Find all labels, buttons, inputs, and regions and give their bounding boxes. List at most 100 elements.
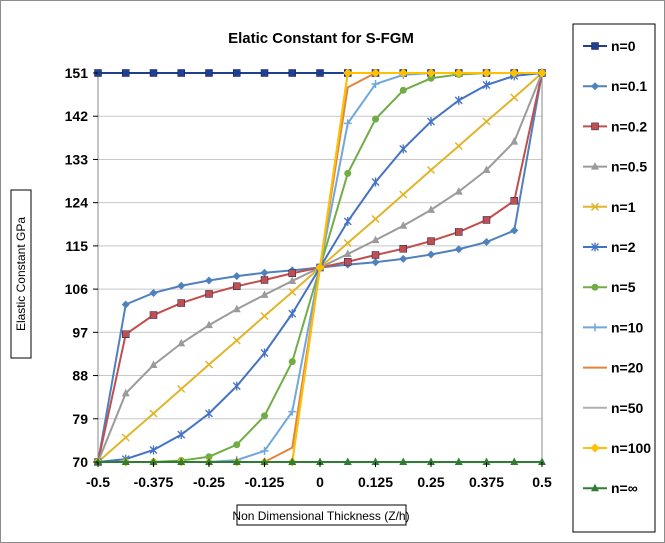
data-point: [288, 287, 297, 297]
data-point: [121, 433, 130, 442]
x-tick-label: -0.25: [193, 474, 225, 490]
legend-item: n=1: [583, 199, 636, 215]
x-tick-label: -0.125: [245, 474, 285, 490]
data-point: [205, 290, 213, 298]
x-tick-label: 0.5: [532, 474, 552, 490]
y-tick-label: 151: [65, 65, 89, 81]
data-point: [316, 457, 324, 465]
data-point: [591, 42, 599, 50]
y-axis-label-box: Elastic Constant GPa: [10, 189, 32, 359]
data-point: [591, 82, 599, 91]
data-point: [177, 384, 186, 394]
x-tick-label: 0.125: [358, 474, 393, 490]
data-point: [288, 309, 297, 319]
data-point: [122, 330, 130, 339]
data-point: [288, 358, 296, 366]
data-point: [343, 216, 352, 226]
data-point: [399, 245, 407, 253]
data-point: [481, 68, 492, 78]
y-tick-label: 97: [72, 324, 88, 340]
x-tick-label: -0.5: [86, 474, 110, 490]
data-point: [205, 457, 213, 465]
data-point: [399, 254, 408, 263]
data-point: [399, 144, 408, 154]
data-point: [205, 320, 213, 329]
data-point: [149, 69, 158, 77]
legend-item: n=100: [583, 440, 651, 456]
data-point: [427, 250, 435, 259]
data-point: [122, 69, 130, 77]
data-point: [233, 69, 241, 77]
legend-label: n=0.5: [611, 159, 647, 175]
data-point: [177, 430, 186, 440]
data-point: [205, 276, 213, 285]
x-tick-label: -0.375: [134, 474, 174, 490]
data-point: [426, 68, 436, 78]
legend-label: n=0: [611, 38, 636, 54]
data-point: [371, 235, 380, 244]
data-point: [260, 290, 269, 298]
data-point: [288, 407, 297, 416]
data-point: [316, 69, 324, 77]
legend-label: n=50: [611, 400, 644, 416]
data-point: [232, 381, 241, 391]
legend-label: n=∞: [611, 480, 638, 496]
data-point: [482, 165, 491, 174]
data-point: [371, 80, 380, 89]
data-point: [538, 457, 546, 465]
data-point: [398, 68, 408, 78]
data-point: [454, 187, 463, 195]
data-point: [232, 304, 241, 313]
data-point: [427, 237, 435, 245]
data-point: [149, 409, 158, 418]
data-point: [233, 441, 241, 449]
data-point: [149, 445, 158, 455]
legend-label: n=10: [611, 319, 644, 335]
legend-label: n=5: [611, 279, 636, 295]
data-point: [343, 457, 352, 465]
data-point: [205, 408, 213, 418]
data-point: [260, 276, 269, 284]
data-point: [288, 276, 297, 284]
legend-label: n=1: [611, 199, 636, 215]
legend-items: n=0 n=0.1 n=0.2 n=0.5 n=1 n=2 n=5 n=10 n=20 n=50 n…: [583, 38, 651, 496]
legend-label: n=0.2: [611, 118, 647, 134]
data-point: [510, 137, 519, 145]
legend-label: n=2: [611, 239, 636, 255]
data-point: [510, 93, 519, 102]
data-point: [344, 257, 352, 266]
data-point: [482, 457, 491, 465]
data-point: [343, 238, 352, 248]
data-point: [261, 412, 268, 420]
legend-item: n=0.5: [583, 159, 647, 175]
x-axis-label: Non Dimensional Thickness (Z/h): [232, 509, 409, 523]
data-point: [591, 323, 599, 332]
data-point: [232, 457, 241, 465]
y-tick-label: 79: [72, 411, 88, 427]
data-point: [260, 69, 269, 77]
legend-item: n=20: [583, 360, 644, 376]
data-point: [343, 68, 353, 78]
data-point: [232, 272, 241, 281]
data-point: [149, 360, 158, 368]
data-point: [233, 282, 241, 290]
legend-item: n=0.1: [583, 78, 647, 94]
y-tick-label: 124: [65, 195, 89, 211]
data-point: [94, 457, 102, 465]
legend-item: n=∞: [583, 480, 638, 496]
data-point: [426, 165, 436, 175]
data-point: [370, 68, 381, 78]
data-point: [371, 457, 380, 465]
data-point: [260, 446, 269, 455]
data-point: [121, 457, 130, 465]
data-point: [149, 311, 158, 319]
data-point: [427, 117, 435, 127]
data-point: [591, 283, 599, 291]
data-point: [260, 457, 269, 465]
data-point: [591, 242, 599, 252]
data-point: [427, 74, 435, 82]
data-point: [343, 119, 352, 128]
legend-item: n=2: [583, 239, 636, 255]
legend-label: n=20: [611, 360, 644, 376]
